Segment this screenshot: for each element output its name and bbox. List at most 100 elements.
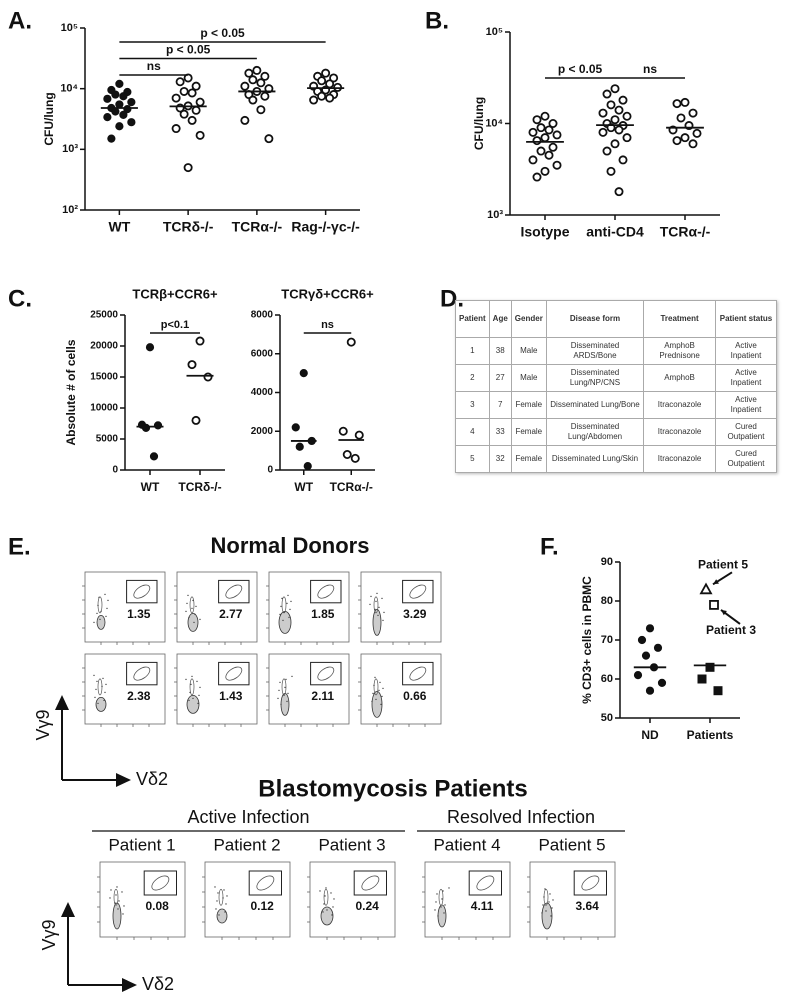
data-point xyxy=(633,671,643,680)
table-cell: Cured Outpatient xyxy=(714,445,778,473)
table-cell: Male xyxy=(510,337,547,365)
cell-event xyxy=(375,600,377,603)
cell-event xyxy=(278,689,280,692)
cell-event xyxy=(552,899,554,901)
data-point xyxy=(309,95,319,105)
cell-event xyxy=(223,889,225,891)
cell-event xyxy=(319,890,321,892)
data-point xyxy=(532,115,542,125)
x-tick-label: Rag-/-γc-/- xyxy=(291,219,360,235)
data-point xyxy=(299,369,308,378)
cell-event xyxy=(98,596,100,599)
cell-population xyxy=(438,888,444,906)
cell-event xyxy=(216,900,218,902)
cell-event xyxy=(95,688,97,691)
gated-population xyxy=(361,875,380,891)
data-point xyxy=(657,678,667,688)
significance-label: ns xyxy=(147,59,161,73)
panel-label: C. xyxy=(8,285,32,312)
cell-event xyxy=(196,680,198,683)
cell-event xyxy=(105,615,107,618)
cell-population xyxy=(373,678,379,696)
y-tick-label: 10⁵ xyxy=(486,26,503,38)
data-point xyxy=(637,635,647,645)
panel-label: F. xyxy=(540,533,559,560)
cell-event xyxy=(441,898,443,900)
data-point xyxy=(115,79,124,88)
group-label: Resolved Infection xyxy=(447,807,595,827)
data-point xyxy=(622,111,632,121)
table-cell: Disseminated Lung/NP/CNS xyxy=(545,364,645,392)
y-tick-label: 6000 xyxy=(251,348,274,359)
cell-event xyxy=(106,607,108,610)
y-tick-label: 10² xyxy=(62,204,78,216)
cell-event xyxy=(281,597,283,600)
table-cell: 32 xyxy=(488,445,512,473)
table-cell: Disseminated Lung/Abdomen xyxy=(545,418,645,446)
axis-label: Vγ9 xyxy=(39,919,59,950)
cell-event xyxy=(105,683,107,686)
significance-label: ns xyxy=(321,319,334,331)
table-cell: Active Inpatient xyxy=(714,391,778,419)
table-cell: 2 xyxy=(455,364,490,392)
cell-event xyxy=(187,594,189,597)
table-body: 1 38 Male Disseminated ARDS/Bone AmphoB Pred… xyxy=(455,337,778,473)
cell-event xyxy=(100,610,102,613)
axis-label: Vγ9 xyxy=(33,709,53,740)
flow-plot xyxy=(309,861,396,938)
cell-population xyxy=(186,695,200,714)
arrow-head xyxy=(61,902,75,917)
cell-event xyxy=(374,676,376,679)
y-axis-label: % CD3+ cells in PBMC xyxy=(580,576,594,704)
y-tick-label: 2000 xyxy=(251,426,274,437)
data-point xyxy=(240,115,250,125)
gate xyxy=(310,661,342,686)
data-point xyxy=(672,136,682,146)
data-point xyxy=(342,449,352,459)
cell-event xyxy=(284,686,286,689)
data-point xyxy=(195,130,205,140)
data-point xyxy=(602,89,612,99)
cell-population xyxy=(280,693,290,716)
flow-plot xyxy=(204,861,291,938)
cell-event xyxy=(188,616,190,619)
data-point xyxy=(610,139,620,149)
flow-plot xyxy=(268,653,350,725)
arrow-head xyxy=(55,695,69,710)
cell-event xyxy=(381,695,383,698)
data-point xyxy=(179,109,189,119)
cell-event xyxy=(381,597,383,600)
data-point xyxy=(203,372,213,382)
gated-population xyxy=(225,584,243,599)
cell-event xyxy=(291,675,293,678)
cell-event xyxy=(382,687,384,690)
table-cell: Active Inpatient xyxy=(714,364,778,392)
table-cell: Itraconazole xyxy=(643,418,716,446)
cell-population xyxy=(323,888,329,906)
cell-population xyxy=(95,697,107,712)
table-cell: AmphoB xyxy=(643,364,716,392)
significance-label: p<0.1 xyxy=(161,319,189,331)
panel-label: A. xyxy=(8,7,32,34)
arrow-head xyxy=(122,978,137,992)
data-point xyxy=(303,462,312,471)
cell-event xyxy=(114,902,116,904)
table-cell: Disseminated Lung/Bone xyxy=(545,391,645,419)
cell-event xyxy=(372,692,374,695)
cell-event xyxy=(376,592,378,595)
cell-event xyxy=(322,911,324,913)
cell-population xyxy=(96,615,106,630)
significance-label: ns xyxy=(643,62,657,76)
cell-event xyxy=(440,906,442,908)
point-label: Patient 5 xyxy=(698,557,748,571)
cell-population xyxy=(189,678,195,696)
data-point xyxy=(532,172,542,182)
y-tick-label: 5000 xyxy=(96,434,119,445)
table-cell: Female xyxy=(510,418,547,446)
data-point xyxy=(171,93,181,103)
y-tick-label: 10³ xyxy=(487,209,503,221)
cell-event xyxy=(373,684,375,687)
cell-population xyxy=(372,609,382,636)
data-point xyxy=(598,127,608,137)
cell-population xyxy=(437,904,447,928)
